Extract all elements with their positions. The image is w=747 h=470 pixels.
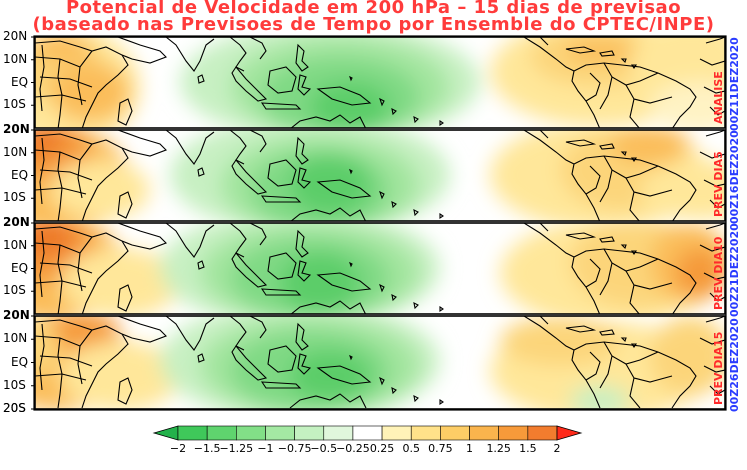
colorbar-bin bbox=[527, 425, 558, 441]
colorbar-tick-label: 1.5 bbox=[519, 442, 537, 455]
colorbar-tick-label: 1 bbox=[466, 442, 473, 455]
colorbar-tick-label: −2 bbox=[170, 442, 186, 455]
colorbar-tick-label: 1.25 bbox=[486, 442, 511, 455]
map-title-line1: Potencial de Velocidade em 200 hPa – 15 … bbox=[65, 0, 682, 18]
colorbar-tick-label: −0.25 bbox=[336, 442, 370, 455]
latitude-label: EQ bbox=[11, 74, 29, 89]
colorbar-bin bbox=[294, 425, 325, 441]
latitude-label: EQ bbox=[11, 354, 29, 369]
colorbar-bin bbox=[469, 425, 499, 441]
latitude-label: 10N bbox=[3, 51, 28, 66]
velocity-potential-map-panels bbox=[31, 35, 727, 411]
colorbar-bin bbox=[498, 425, 529, 441]
panel-forecast-label: PREV DIA15 bbox=[712, 331, 725, 405]
latitude-label: 10S bbox=[3, 190, 26, 205]
latitude-label: 10S bbox=[3, 97, 26, 112]
latitude-label: 10S bbox=[3, 283, 26, 298]
colorbar-bin bbox=[177, 425, 208, 441]
colorbar-tick-label: −1.25 bbox=[219, 442, 253, 455]
map-panel-2 bbox=[35, 223, 725, 314]
latitude-label: 10S bbox=[3, 377, 26, 392]
panel-forecast-label: PREV DIA5 bbox=[712, 151, 725, 217]
latitude-label: EQ bbox=[11, 260, 29, 275]
panel-date-label: 00Z21DEZ2020 bbox=[728, 223, 741, 317]
colorbar-bin bbox=[381, 425, 412, 441]
colorbar: −2 −1.5−1.25 −1 −0.75−0.5−0.25 0.25 0.5 0.75 1 1… bbox=[152, 425, 583, 455]
map-panel-0 bbox=[35, 37, 725, 128]
colorbar-tick-label: −0.75 bbox=[278, 442, 312, 455]
colorbar-bin bbox=[410, 425, 441, 441]
colorbar-bin bbox=[236, 425, 266, 441]
colorbar-tick-label: −0.5 bbox=[310, 442, 337, 455]
colorbar-bin bbox=[323, 425, 354, 441]
panel-date-label: 00Z26DEZ2020 bbox=[728, 318, 741, 412]
latitude-label: 20N bbox=[3, 122, 30, 136]
colorbar-tick-label: 0.5 bbox=[402, 442, 420, 455]
map-panel-1 bbox=[35, 130, 725, 221]
panel-forecast-label: PREV DIA10 bbox=[712, 236, 725, 310]
colorbar-tick-label: 2 bbox=[554, 442, 561, 455]
colorbar-tick-label: 0.25 bbox=[370, 442, 395, 455]
colorbar-bin bbox=[440, 425, 470, 441]
colorbar-tick-label: −1.5 bbox=[194, 442, 221, 455]
map-panel-3 bbox=[35, 316, 725, 409]
colorbar-tick-label: 0.75 bbox=[428, 442, 453, 455]
latitude-label: 20S bbox=[3, 401, 26, 415]
latitude-label: 20N bbox=[3, 29, 28, 43]
latitude-label: 10N bbox=[3, 237, 28, 252]
colorbar-bin bbox=[206, 425, 237, 441]
colorbar-tick-label: −1 bbox=[257, 442, 273, 455]
latitude-label: 20S bbox=[3, 401, 26, 415]
latitude-label: EQ bbox=[11, 167, 29, 182]
colorbar-bin bbox=[352, 425, 383, 441]
map-title-line2: (baseado nas Previsoes de Tempo por Ense… bbox=[32, 14, 715, 35]
latitude-label: 10N bbox=[3, 331, 28, 346]
colorbar-bin bbox=[265, 425, 295, 441]
colorbar-low-arrow bbox=[152, 425, 179, 441]
latitude-label: 10N bbox=[3, 144, 28, 159]
colorbar-high-arrow bbox=[556, 425, 583, 441]
panel-forecast-label: ANALISE bbox=[712, 71, 725, 124]
latitude-label: 20N bbox=[3, 308, 30, 322]
latitude-label: 20N bbox=[3, 215, 30, 229]
panel-date-label: 00Z16DEZ2020 bbox=[728, 130, 741, 224]
panel-date-label: 00Z11DEZ2020 bbox=[728, 37, 741, 131]
